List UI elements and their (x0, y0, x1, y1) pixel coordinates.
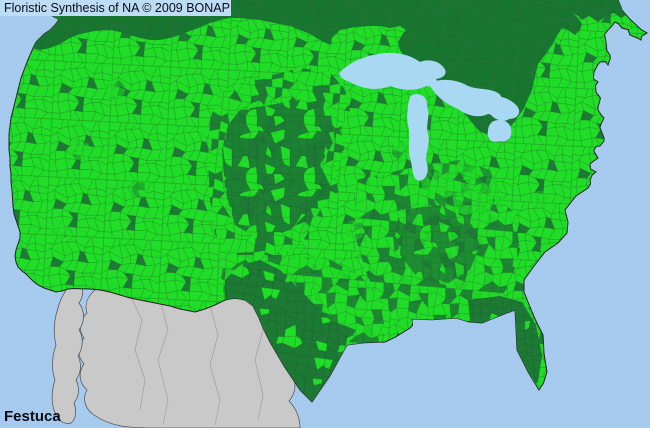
svg-text:Floristic Synthesis of NA © 20: Floristic Synthesis of NA © 2009 BONAP (4, 1, 230, 15)
svg-text:Festuca: Festuca (4, 408, 61, 425)
